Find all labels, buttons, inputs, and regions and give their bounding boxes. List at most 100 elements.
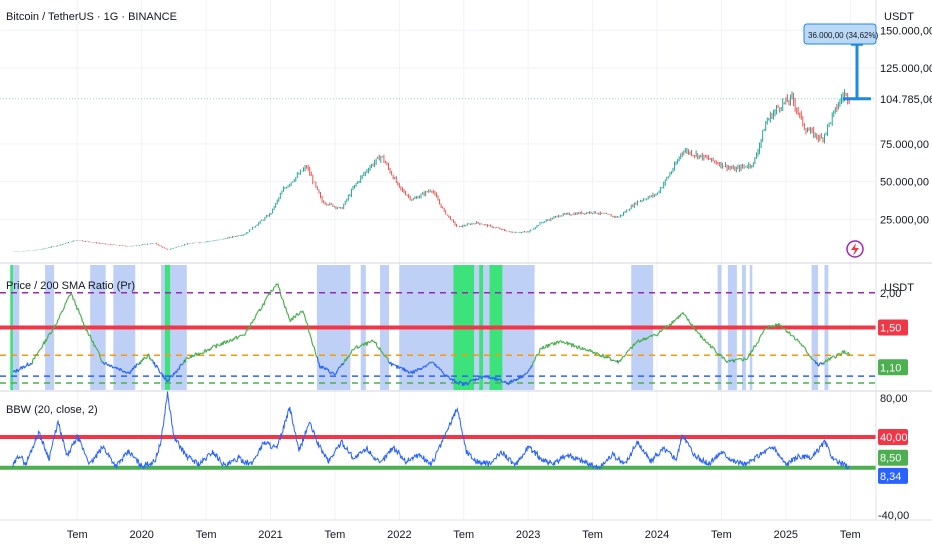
ratio-segment: [228, 339, 231, 343]
ratio-segment: [158, 370, 161, 373]
ratio-segment: [661, 328, 664, 331]
ratio-segment: [591, 350, 594, 353]
ratio-segment: [68, 295, 70, 298]
ratio-line: [12, 283, 851, 387]
ratio-segment: [25, 364, 28, 367]
ratio-segment: [119, 367, 122, 370]
ratio-segment: [216, 343, 219, 346]
ratio-segment: [159, 372, 161, 374]
ratio-segment: [565, 342, 567, 345]
ratio-segment: [302, 312, 305, 315]
ratio-segment: [86, 329, 89, 333]
ratio-segment: [310, 338, 313, 343]
ratio-segment: [597, 353, 600, 355]
lightning-icon[interactable]: [846, 240, 864, 258]
symbol-title[interactable]: Bitcoin / TetherUS · 1G · BINANCE: [6, 11, 177, 23]
ratio-segment: [812, 358, 815, 361]
ratio-segment: [781, 326, 784, 329]
ratio-segment: [659, 330, 662, 333]
ratio-segment: [164, 377, 167, 379]
ratio-segment: [77, 307, 80, 310]
ratio-segment: [227, 341, 229, 343]
ratio-segment: [478, 375, 481, 378]
ratio-segment: [687, 318, 690, 323]
ratio-segment: [309, 336, 312, 339]
ratio-segment: [664, 327, 666, 330]
time-tick-label: 2023: [516, 529, 540, 541]
ratio-segment: [65, 299, 68, 304]
ratio-segment: [287, 313, 290, 319]
ratio-segment: [578, 345, 580, 347]
ratio-segment: [495, 377, 498, 380]
ratio-segment: [38, 349, 41, 352]
ratio-segment: [684, 314, 687, 317]
ratio-segment: [64, 302, 67, 307]
measure-box[interactable]: [803, 23, 877, 45]
ratio-segment: [571, 343, 574, 348]
ratio-segment: [789, 331, 792, 336]
ratio-segment: [660, 329, 663, 332]
ratio-segment: [56, 319, 59, 324]
ratio-segment: [817, 364, 820, 367]
ratio-segment: [623, 355, 626, 358]
ratio-segment: [360, 343, 363, 346]
ratio-segment: [563, 342, 566, 344]
ratio-segment: [528, 368, 531, 370]
ratio-segment: [735, 358, 737, 361]
ratio-segment: [481, 376, 484, 379]
ratio-indicator-title[interactable]: Price / 200 SMA Ratio (Pr): [6, 280, 135, 292]
ratio-segment: [836, 353, 839, 356]
ratio-segment: [759, 336, 761, 339]
ratio-segment: [79, 313, 82, 317]
ratio-segment: [701, 335, 703, 339]
ratio-segment: [463, 383, 466, 386]
ratio-segment: [568, 342, 570, 344]
ratio-segment: [407, 370, 410, 374]
ratio-segment: [376, 345, 379, 349]
ratio-segment: [96, 349, 99, 351]
ratio-segment: [237, 336, 240, 339]
ratio-segment: [840, 351, 843, 356]
ratio-level-tag-green-bg: [878, 359, 908, 376]
ratio-segment: [704, 341, 707, 343]
ratio-segment: [379, 347, 382, 351]
ratio-segment: [467, 382, 470, 385]
ratio-segment: [74, 300, 77, 306]
ratio-segment: [452, 379, 455, 382]
ratio-segment: [617, 360, 620, 364]
ratio-segment: [801, 345, 804, 347]
ratio-segment: [799, 342, 802, 345]
ratio-segment: [54, 324, 56, 328]
ratio-segment: [41, 346, 43, 349]
ratio-segment: [760, 333, 763, 336]
ratio-segment: [772, 324, 775, 328]
bbw-tick-label: 80,00: [880, 393, 908, 405]
ratio-segment: [439, 368, 441, 371]
bbw-indicator-title[interactable]: BBW (20, close, 2): [6, 404, 98, 416]
ratio-segment: [468, 381, 471, 384]
ratio-segment: [422, 365, 425, 368]
ratio-segment: [98, 351, 101, 355]
ratio-segment: [527, 369, 530, 372]
ratio-segment: [304, 317, 307, 321]
bbw-level-tag-red: 40,00: [880, 432, 908, 444]
ratio-segment: [773, 325, 776, 328]
ratio-segment: [420, 368, 423, 371]
ratio-segment: [66, 298, 69, 301]
ratio-segment: [37, 350, 40, 353]
ratio-segment: [184, 357, 187, 363]
time-tick-label: 2021: [258, 529, 282, 541]
ratio-segment: [685, 316, 688, 319]
ratio-segment: [179, 364, 182, 367]
ratio-tick-label: 2,00: [880, 288, 901, 300]
ratio-segment: [746, 357, 749, 360]
ratio-segment: [732, 358, 734, 361]
ratio-segment: [653, 333, 656, 336]
ratio-segment: [843, 350, 846, 354]
ratio-segment: [198, 352, 201, 356]
ratio-segment: [807, 353, 810, 356]
ratio-segment: [94, 344, 97, 348]
ratio-segment: [410, 370, 413, 373]
ratio-segment: [269, 289, 272, 296]
